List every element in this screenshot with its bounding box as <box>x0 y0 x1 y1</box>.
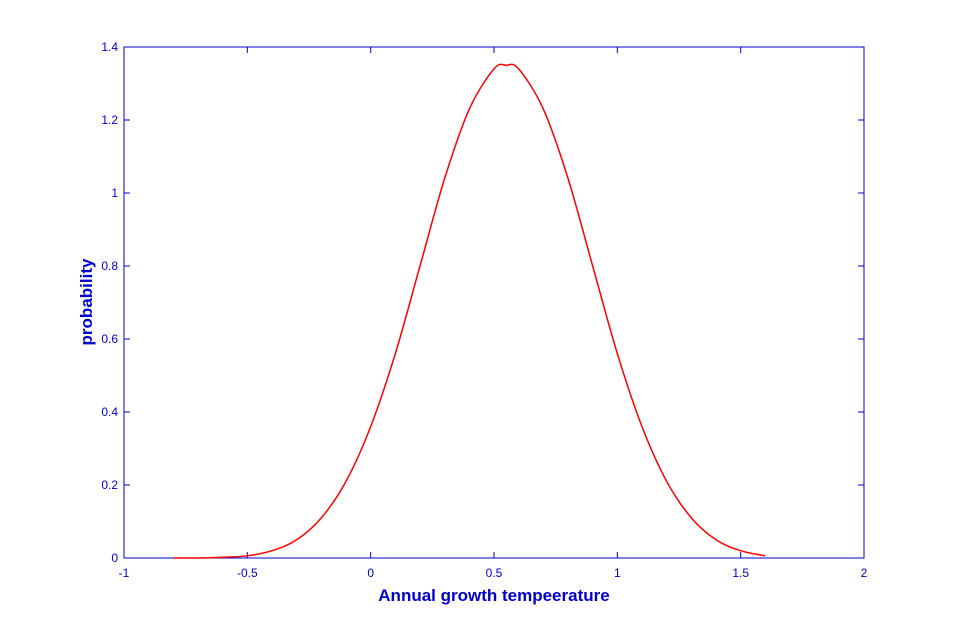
y-tick-label: 1.2 <box>101 113 118 127</box>
x-tick-label: 1.5 <box>732 566 749 580</box>
x-axis-title: Annual growth tempeerature <box>378 586 609 605</box>
x-tick-label: 2 <box>861 566 868 580</box>
y-tick-label: 0 <box>111 551 118 565</box>
x-tick-label: 1 <box>614 566 621 580</box>
series-line <box>173 63 766 559</box>
y-tick-label: 0.2 <box>101 478 118 492</box>
x-tick-label: 0.5 <box>486 566 503 580</box>
x-tick-label: 0 <box>367 566 374 580</box>
axis-ticks: -1 -0.5 0 0.5 1 1.5 2 0 0.2 0.4 0.6 0.8 1 1.2 1.4 <box>101 40 867 580</box>
y-tick-label: 0.8 <box>101 259 118 273</box>
y-tick-label: 1.4 <box>101 40 118 54</box>
x-tick-label: -1 <box>119 566 130 580</box>
y-tick-label: 0.4 <box>101 405 118 419</box>
x-tick-label: -0.5 <box>237 566 258 580</box>
y-tick-label: 1 <box>111 186 118 200</box>
plot-area <box>123 46 865 559</box>
series-layer <box>173 63 766 559</box>
y-tick-label: 0.6 <box>101 332 118 346</box>
y-axis-title: probability <box>77 258 96 345</box>
